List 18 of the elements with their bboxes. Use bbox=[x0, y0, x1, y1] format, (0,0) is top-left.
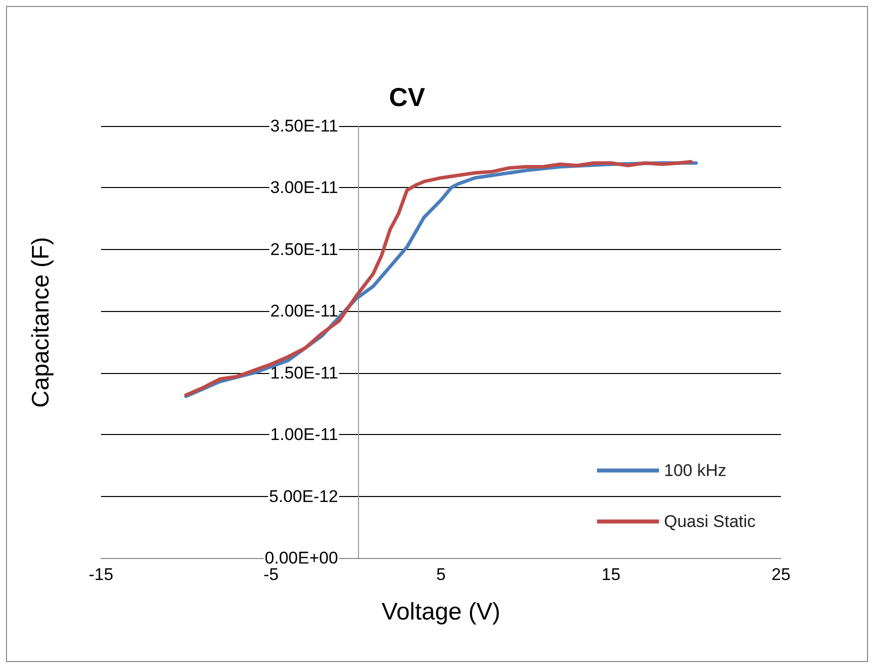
x-axis-title: Voltage (V) bbox=[382, 598, 500, 626]
chart-title: CV bbox=[388, 82, 426, 112]
y-tick-label: 0.00E+00 bbox=[264, 548, 338, 568]
x-tick-label: 15 bbox=[602, 565, 620, 584]
x-tick-label: -5 bbox=[263, 565, 279, 584]
x-tick-label: -15 bbox=[88, 565, 114, 584]
y-tick-label: 5.00E-12 bbox=[269, 486, 338, 506]
y-tick-label: 3.00E-11 bbox=[270, 178, 338, 198]
y-tick-label: 3.50E-11 bbox=[270, 116, 338, 136]
legend-label: Quasi Static bbox=[664, 512, 756, 531]
y-tick-label: 1.00E-11 bbox=[270, 425, 338, 444]
y-tick-label: 2.00E-11 bbox=[270, 302, 338, 321]
x-tick-label: 25 bbox=[772, 565, 790, 584]
x-tick-label: 5 bbox=[436, 565, 446, 584]
y-tick-label: 1.50E-11 bbox=[270, 363, 338, 382]
y-axis-title: Capacitance (F) bbox=[28, 236, 54, 408]
legend-label: 100 kHz bbox=[664, 461, 726, 480]
y-tick-label: 2.50E-11 bbox=[270, 240, 338, 259]
